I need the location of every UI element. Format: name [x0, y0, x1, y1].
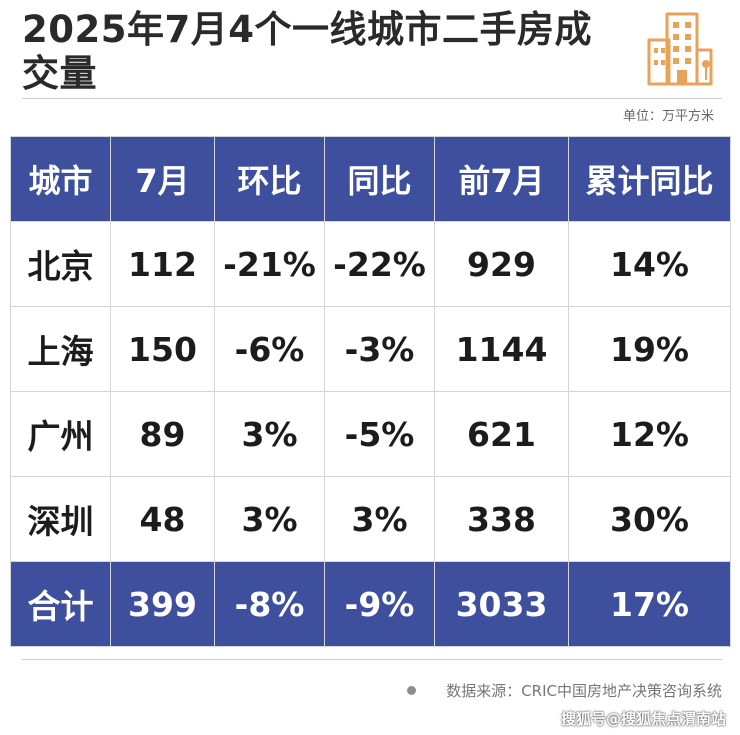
- cell-ytd-yoy: 12%: [568, 391, 731, 477]
- column-header-yoy: 同比: [324, 136, 435, 222]
- cell-city: 北京: [10, 221, 111, 307]
- cell-ytd: 621: [434, 391, 569, 477]
- cell-july: 89: [110, 391, 215, 477]
- table-row: 广州 89 3% -5% 621 12%: [10, 391, 731, 477]
- table-row: 上海 150 -6% -3% 1144 19%: [10, 306, 731, 392]
- cell-ytd: 929: [434, 221, 569, 307]
- cell-july: 48: [110, 476, 215, 562]
- cell-mom: 3%: [214, 476, 325, 562]
- cell-ytd-yoy: 14%: [568, 221, 731, 307]
- cell-mom: 3%: [214, 391, 325, 477]
- building-icon: [647, 12, 713, 86]
- cell-yoy: 3%: [324, 476, 435, 562]
- total-mom: -8%: [214, 561, 325, 647]
- cell-july: 150: [110, 306, 215, 392]
- unit-label: 单位：万平方米: [622, 109, 714, 124]
- total-yoy: -9%: [324, 561, 435, 647]
- title-divider: [22, 98, 722, 99]
- column-header-july: 7月: [110, 136, 215, 222]
- watermark-text: 搜狐号@搜狐焦点渭南站: [560, 710, 726, 728]
- column-header-mom: 环比: [214, 136, 325, 222]
- total-july: 399: [110, 561, 215, 647]
- total-row: 合计 399 -8% -9% 3033 17%: [10, 561, 731, 647]
- cell-yoy: -3%: [324, 306, 435, 392]
- footer-divider: [22, 659, 722, 660]
- cell-city: 上海: [10, 306, 111, 392]
- header-row: 城市 7月 环比 同比 前7月 累计同比: [10, 136, 731, 222]
- cell-mom: -21%: [214, 221, 325, 307]
- total-ytd-yoy: 17%: [568, 561, 731, 647]
- bullet-icon: [407, 686, 417, 695]
- cell-ytd: 1144: [434, 306, 569, 392]
- chart-title: 2025年7月4个一线城市二手房成交量: [22, 8, 592, 95]
- table-row: 北京 112 -21% -22% 929 14%: [10, 221, 731, 307]
- data-table: 城市 7月 环比 同比 前7月 累计同比 北京 112 -21% -22% 92…: [10, 136, 731, 647]
- source-text: 数据来源：CRIC中国房地产决策咨询系统: [446, 682, 722, 700]
- column-header-city: 城市: [10, 136, 111, 222]
- source-note: 数据来源：CRIC中国房地产决策咨询系统: [407, 680, 722, 701]
- cell-mom: -6%: [214, 306, 325, 392]
- cell-ytd: 338: [434, 476, 569, 562]
- total-ytd: 3033: [434, 561, 569, 647]
- column-header-ytd-yoy: 累计同比: [568, 136, 731, 222]
- cell-yoy: -5%: [324, 391, 435, 477]
- cell-ytd-yoy: 19%: [568, 306, 731, 392]
- cell-july: 112: [110, 221, 215, 307]
- cell-city: 广州: [10, 391, 111, 477]
- column-header-ytd: 前7月: [434, 136, 569, 222]
- cell-city: 深圳: [10, 476, 111, 562]
- total-label: 合计: [10, 561, 111, 647]
- table-row: 深圳 48 3% 3% 338 30%: [10, 476, 731, 562]
- cell-ytd-yoy: 30%: [568, 476, 731, 562]
- cell-yoy: -22%: [324, 221, 435, 307]
